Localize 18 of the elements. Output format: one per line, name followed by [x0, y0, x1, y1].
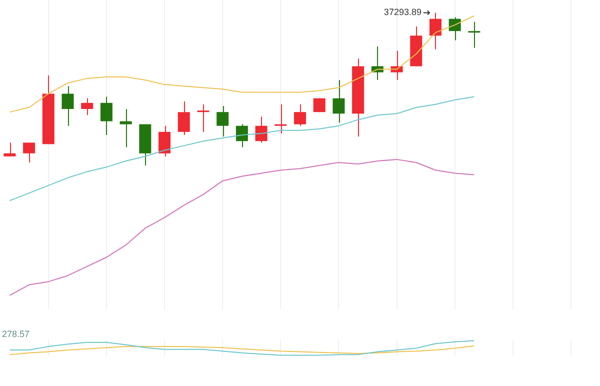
- candlestick: [100, 96, 112, 136]
- candlestick: [236, 124, 248, 148]
- text: 278.57: [2, 328, 30, 339]
- candlestick: [178, 100, 190, 136]
- candlestick: [4, 142, 16, 157]
- candlestick: [332, 79, 345, 124]
- candlestick: [216, 105, 229, 138]
- candlestick: [158, 125, 171, 157]
- candlestick: [120, 108, 132, 148]
- candlestick: [23, 142, 36, 163]
- candlestick: [468, 21, 480, 48]
- candlestick: [274, 104, 287, 134]
- annotation: 37293.89: [384, 7, 422, 18]
- candlestick: [255, 116, 268, 144]
- candlestick: [81, 98, 94, 116]
- candlestick: [294, 104, 306, 126]
- candlestick: [197, 104, 210, 132]
- candlestick: [62, 86, 74, 126]
